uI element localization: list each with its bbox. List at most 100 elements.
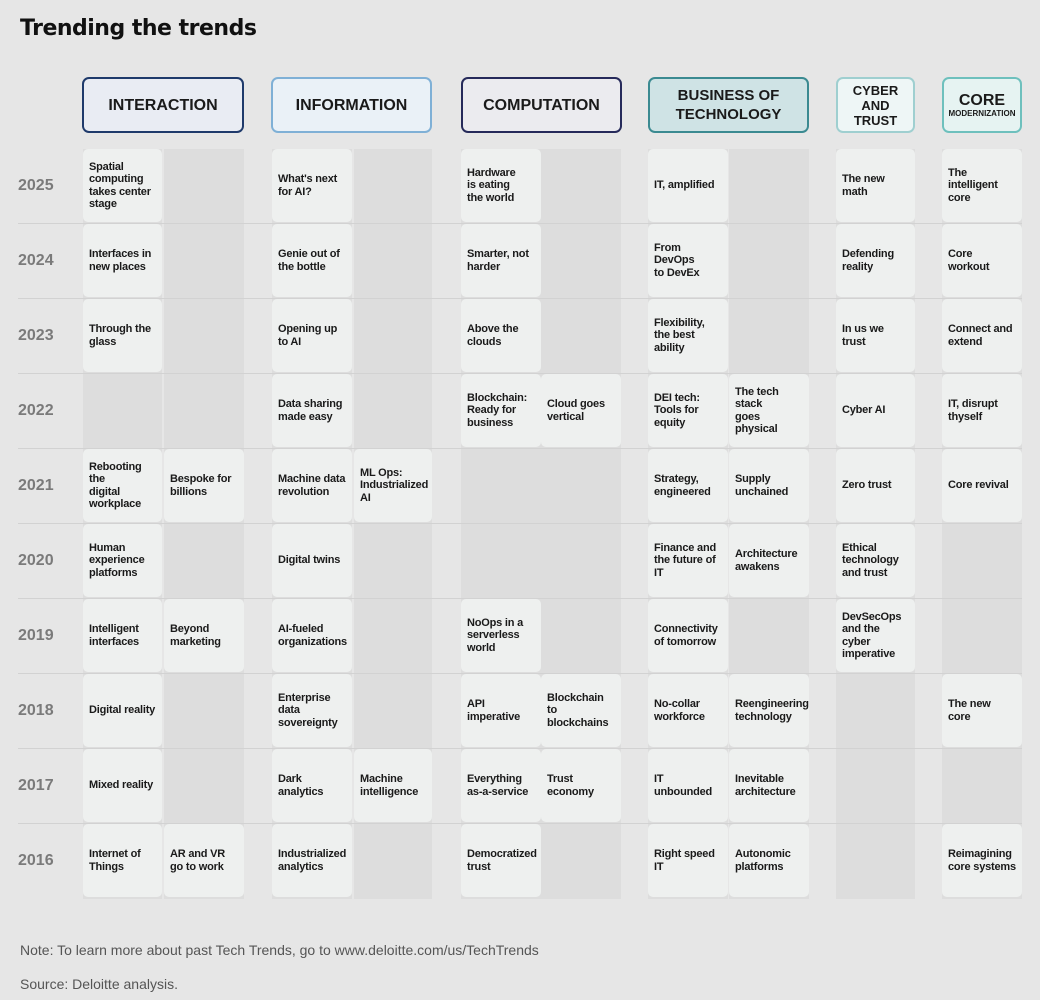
year-label: 2016 — [18, 851, 54, 869]
trend-card: Bespoke for billions — [164, 449, 244, 522]
trend-card: Ethical technology and trust — [836, 524, 915, 597]
trend-card: Internet of Things — [83, 824, 162, 897]
trend-card: Flexibility, the best ability — [648, 299, 728, 372]
category-header-label: INTERACTION — [108, 96, 218, 114]
year-label: 2023 — [18, 326, 54, 344]
trend-card: No-collar workforce — [648, 674, 728, 747]
row-divider — [18, 673, 1022, 674]
trend-card: Strategy, engineered — [648, 449, 728, 522]
trend-card: AI-fueled organizations — [272, 599, 352, 672]
trend-card: API imperative — [461, 674, 541, 747]
trend-card: Cloud goes vertical — [541, 374, 621, 447]
year-label: 2017 — [18, 776, 54, 794]
category-header-label: BUSINESS OF TECHNOLOGY — [675, 87, 782, 123]
trend-card: Above the clouds — [461, 299, 541, 372]
category-header: COMPUTATION — [461, 77, 622, 133]
trend-card: Mixed reality — [83, 749, 162, 822]
trend-card: Finance and the future of IT — [648, 524, 728, 597]
trend-card: IT unbounded — [648, 749, 728, 822]
year-label: 2025 — [18, 176, 54, 194]
trend-card: Intelligent interfaces — [83, 599, 162, 672]
trend-card: Connectivity of tomorrow — [648, 599, 728, 672]
trend-card: The new math — [836, 149, 915, 222]
trend-card: Connect and extend — [942, 299, 1022, 372]
trend-card: NoOps in a serverless world — [461, 599, 541, 672]
trend-card: Data sharing made easy — [272, 374, 352, 447]
category-header: INFORMATION — [271, 77, 432, 133]
trend-card: Cyber AI — [836, 374, 915, 447]
category-header: CYBER AND TRUST — [836, 77, 915, 133]
year-label: 2021 — [18, 476, 54, 494]
trend-card: DevSecOps and the cyber imperative — [836, 599, 915, 672]
trend-card: ML Ops: Industrialized AI — [354, 449, 432, 522]
trend-card: Genie out of the bottle — [272, 224, 352, 297]
year-label: 2018 — [18, 701, 54, 719]
trend-card: Core revival — [942, 449, 1022, 522]
trend-card: In us we trust — [836, 299, 915, 372]
trend-card: Architecture awakens — [729, 524, 809, 597]
year-label: 2024 — [18, 251, 54, 269]
row-divider — [18, 598, 1022, 599]
category-header-label: INFORMATION — [295, 96, 408, 114]
year-label: 2019 — [18, 626, 54, 644]
trend-card: Blockchain: Ready for business — [461, 374, 541, 447]
trend-card: Digital twins — [272, 524, 352, 597]
trend-card: Enterprise data sovereignty — [272, 674, 352, 747]
trend-card: Spatial computing takes center stage — [83, 149, 162, 222]
row-divider — [18, 298, 1022, 299]
source-note: Source: Deloitte analysis. — [20, 976, 178, 992]
footnote: Note: To learn more about past Tech Tren… — [20, 942, 539, 958]
trend-card: Machine intelligence — [354, 749, 432, 822]
trend-card: Zero trust — [836, 449, 915, 522]
trend-card: Rebooting the digital workplace — [83, 449, 162, 522]
row-divider — [18, 823, 1022, 824]
trend-card: Beyond marketing — [164, 599, 244, 672]
row-divider — [18, 448, 1022, 449]
trend-card: IT, disrupt thyself — [942, 374, 1022, 447]
trend-card: The tech stack goes physical — [729, 374, 809, 447]
category-header: BUSINESS OF TECHNOLOGY — [648, 77, 809, 133]
trend-card: The intelligent core — [942, 149, 1022, 222]
trend-card: Dark analytics — [272, 749, 352, 822]
trend-card: Through the glass — [83, 299, 162, 372]
column-background — [164, 149, 244, 899]
trend-card: Machine data revolution — [272, 449, 352, 522]
trend-card: Inevitable architecture — [729, 749, 809, 822]
trend-card: Blockchain to blockchains — [541, 674, 621, 747]
trend-card: Core workout — [942, 224, 1022, 297]
trend-card: Industrialized analytics — [272, 824, 352, 897]
trend-card: AR and VR go to work — [164, 824, 244, 897]
trend-card: Hardware is eating the world — [461, 149, 541, 222]
trend-card: Interfaces in new places — [83, 224, 162, 297]
trend-card: Opening up to AI — [272, 299, 352, 372]
trend-card: The new core — [942, 674, 1022, 747]
trend-card: What's next for AI? — [272, 149, 352, 222]
category-header-label: COMPUTATION — [483, 96, 600, 114]
row-divider — [18, 523, 1022, 524]
trend-card: Democratized trust — [461, 824, 541, 897]
trend-card: Everything as-a-service — [461, 749, 541, 822]
year-label: 2020 — [18, 551, 54, 569]
row-divider — [18, 373, 1022, 374]
trend-card: IT, amplified — [648, 149, 728, 222]
trend-card: DEI tech: Tools for equity — [648, 374, 728, 447]
page-title: Trending the trends — [20, 16, 257, 41]
year-label: 2022 — [18, 401, 54, 419]
row-divider — [18, 223, 1022, 224]
row-divider — [18, 748, 1022, 749]
trend-card: Autonomic platforms — [729, 824, 809, 897]
category-header-label: CORE — [958, 91, 1006, 109]
category-header: INTERACTION — [82, 77, 244, 133]
category-header: CORE MODERNIZATION — [942, 77, 1022, 133]
trend-card: Reimagining core systems — [942, 824, 1022, 897]
category-header-sublabel: MODERNIZATION — [948, 108, 1016, 118]
trend-card: Digital reality — [83, 674, 162, 747]
trend-card: Reengineering technology — [729, 674, 809, 747]
trend-card: Trust economy — [541, 749, 621, 822]
trend-card: Defending reality — [836, 224, 915, 297]
trend-card: Supply unchained — [729, 449, 809, 522]
trend-card: From DevOps to DevEx — [648, 224, 728, 297]
category-header-label: CYBER AND TRUST — [852, 82, 899, 128]
trend-card: Smarter, not harder — [461, 224, 541, 297]
trend-card: Human experience platforms — [83, 524, 162, 597]
